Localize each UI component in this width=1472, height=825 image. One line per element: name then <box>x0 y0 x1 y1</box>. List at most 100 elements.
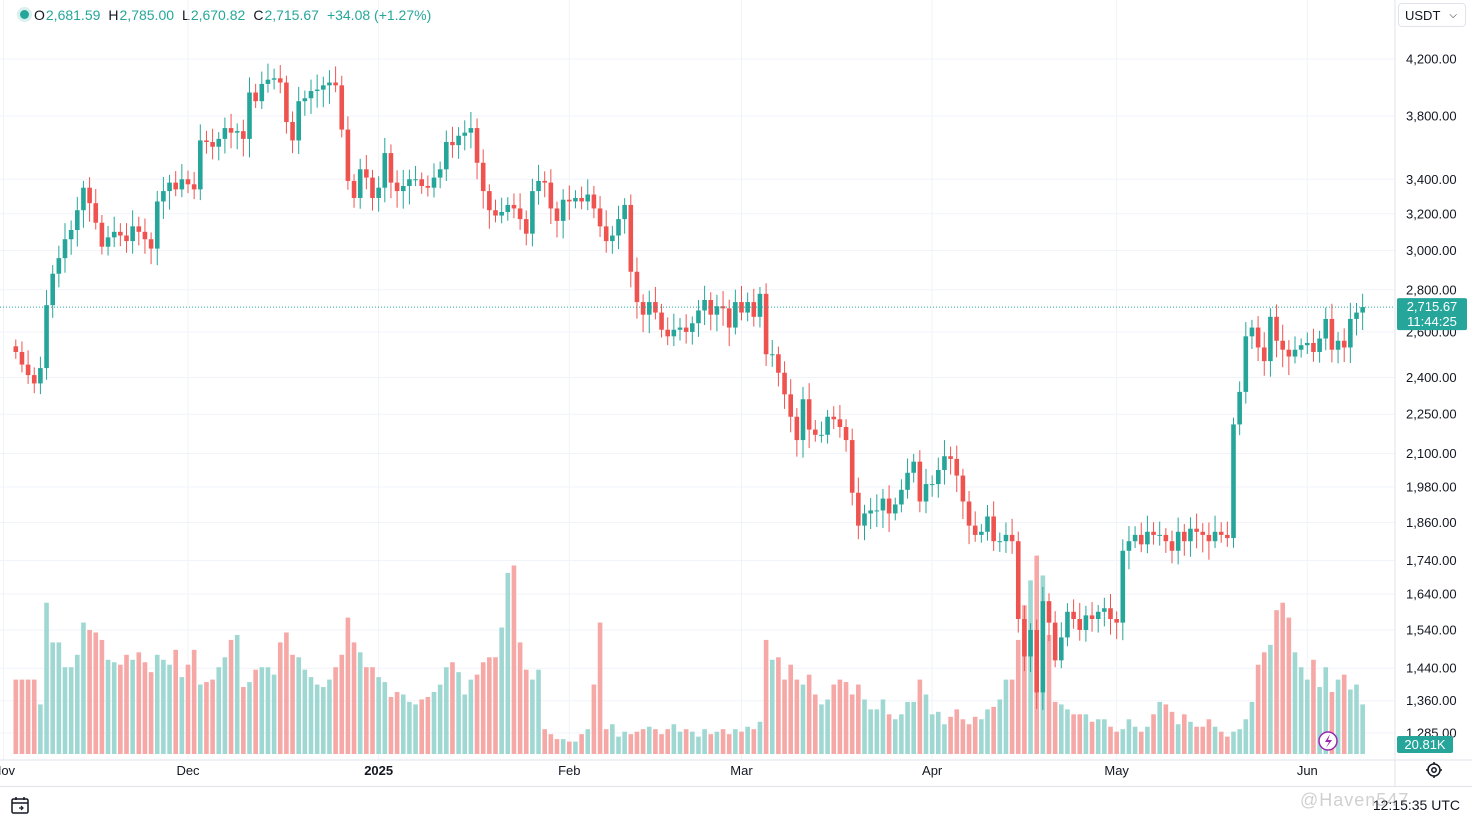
candle-body <box>1077 618 1083 630</box>
candle-body <box>19 351 25 365</box>
candle-body <box>314 89 320 92</box>
candle-body <box>1083 615 1089 630</box>
volume-bar <box>523 669 529 754</box>
volume-bar <box>646 726 652 754</box>
candle-body <box>290 121 295 141</box>
open-value: 2,681.59 <box>45 7 101 23</box>
volume-bar <box>1132 726 1138 754</box>
volume-bar <box>579 734 584 754</box>
volume-bar <box>1261 652 1267 754</box>
candle-body <box>259 83 265 102</box>
volume-bar <box>154 654 160 754</box>
candle-body <box>154 201 160 249</box>
candle-body <box>1022 618 1027 657</box>
candle-body <box>1009 534 1015 542</box>
candle-body <box>345 129 351 181</box>
candle-body <box>265 79 271 84</box>
time-axis[interactable]: Nov Dec 2025 Feb Mar Apr May Jun <box>0 759 1472 778</box>
candle-body <box>806 399 812 430</box>
volume-bar <box>1188 721 1193 754</box>
close-value: 2,715.67 <box>264 7 319 23</box>
volume-tag: 20.81K <box>1397 736 1453 753</box>
volume-bar <box>542 729 547 754</box>
candle-body <box>99 222 105 247</box>
utc-clock[interactable]: 12:15:35 UTC <box>1372 797 1460 813</box>
volume-bar <box>536 669 541 754</box>
candle-body <box>1034 629 1039 693</box>
price-axis[interactable]: 4,200.00 3,800.00 3,400.00 3,200.00 3,000.00… <box>1394 0 1457 786</box>
candle-body <box>1249 327 1255 337</box>
volume-bar <box>1317 687 1322 754</box>
candle-body <box>1335 340 1341 350</box>
candle-body <box>1298 345 1304 350</box>
volume-bar <box>610 724 615 754</box>
volume-bar <box>1218 731 1224 754</box>
currency-selector[interactable]: USDT ⌵ <box>1398 3 1466 27</box>
volume-bar <box>314 684 320 754</box>
volume-bar <box>1145 726 1150 754</box>
volume-bar <box>302 669 308 754</box>
volume-bar <box>253 669 258 754</box>
y-tick-label: 1,540.00 <box>1406 622 1457 637</box>
volume-bar <box>1182 714 1187 754</box>
candle-body <box>1046 601 1052 623</box>
volume-bar <box>831 684 837 754</box>
volume-bar <box>733 729 738 754</box>
candle-body <box>671 329 677 337</box>
candle-body <box>247 92 252 139</box>
volume-bar <box>1243 719 1249 754</box>
volume-bar <box>929 714 935 754</box>
candle-body <box>843 426 849 441</box>
candle-body <box>954 458 960 476</box>
candle-body <box>763 293 769 355</box>
y-tick-label: 2,100.00 <box>1406 446 1457 461</box>
volume-bar <box>677 731 683 754</box>
volume-bar <box>849 694 855 754</box>
volume-bar <box>776 657 781 754</box>
candle-body <box>474 128 480 163</box>
candle-body <box>542 180 547 183</box>
candle-body <box>1231 424 1236 539</box>
volume-bar <box>726 734 732 754</box>
candle-body <box>579 197 584 202</box>
volume-bar <box>825 699 830 754</box>
candle-body <box>370 177 375 198</box>
volume-bar <box>44 602 49 754</box>
volume-bar <box>1157 701 1162 754</box>
volume-bar <box>290 654 295 754</box>
candle-body <box>450 142 455 146</box>
volume-bar <box>161 659 166 754</box>
candle-body <box>1329 318 1335 350</box>
candle-body <box>622 204 627 220</box>
volume-bar <box>1083 714 1089 754</box>
volume-bar <box>942 724 947 754</box>
candle-body <box>591 194 597 209</box>
date-range-icon[interactable] <box>10 796 32 816</box>
volume-bar <box>308 677 314 754</box>
volume-bar <box>450 662 455 754</box>
volume-bar <box>357 652 363 754</box>
volume-bar <box>1114 731 1119 754</box>
lightning-icon[interactable] <box>1318 731 1338 751</box>
volume-bar <box>573 741 578 754</box>
candle-body <box>640 302 646 315</box>
price-chart[interactable]: 4,200.00 3,800.00 3,400.00 3,200.00 3,000.00… <box>0 0 1472 786</box>
volume-bar <box>1120 729 1126 754</box>
volume-bar <box>99 639 105 754</box>
y-tick-label: 3,800.00 <box>1406 108 1457 123</box>
volume-bar <box>167 664 172 754</box>
volume-bar <box>38 704 43 754</box>
volume-bar <box>567 741 572 754</box>
volume-bar <box>1274 610 1279 754</box>
candle-body <box>1015 541 1021 619</box>
candle-body <box>1218 531 1224 535</box>
candle-body <box>296 101 301 141</box>
gear-icon[interactable] <box>1424 760 1444 780</box>
volume-bar <box>665 729 670 754</box>
volume-bar <box>333 667 338 754</box>
volume-bar <box>339 654 345 754</box>
y-tick-label: 1,440.00 <box>1406 661 1457 676</box>
candle-body <box>431 177 437 188</box>
candle-body <box>880 498 886 511</box>
candle-body <box>530 191 535 234</box>
